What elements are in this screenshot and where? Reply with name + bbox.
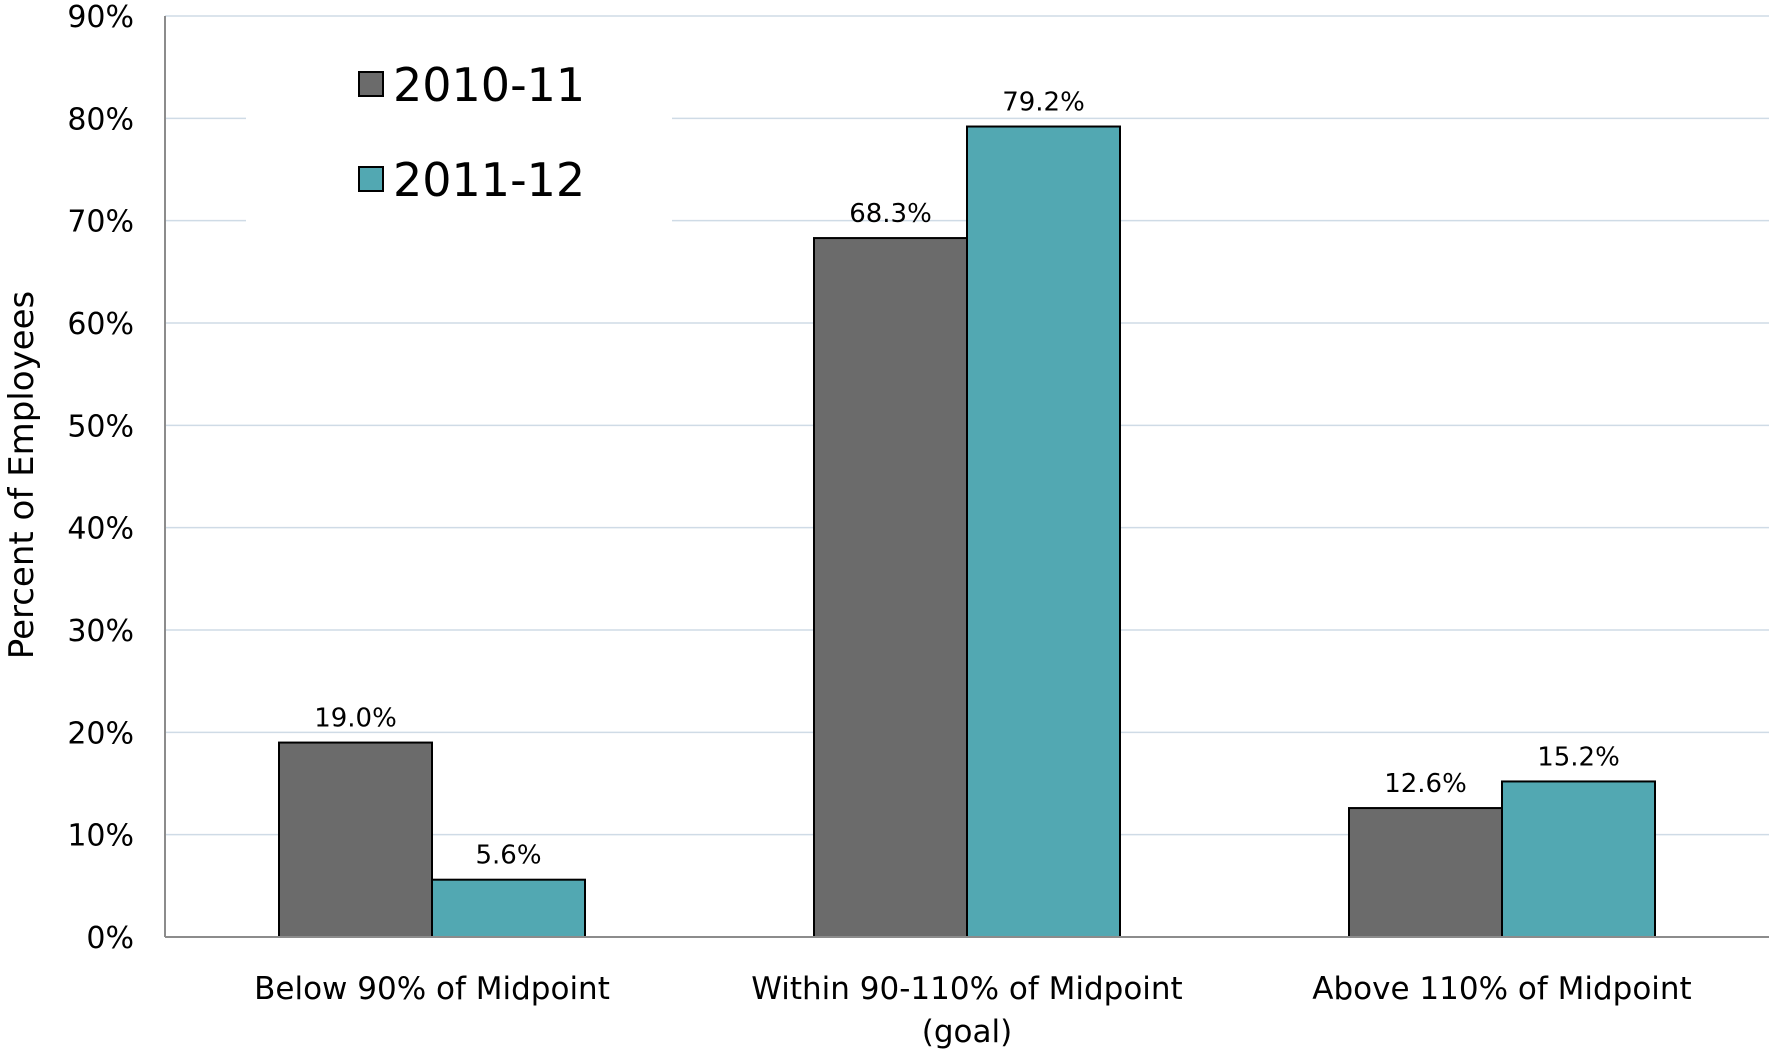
y-tick-label: 10% bbox=[67, 819, 134, 854]
legend-box bbox=[246, 40, 672, 230]
bar bbox=[1348, 807, 1503, 938]
legend-background bbox=[246, 40, 672, 230]
y-tick-labels: 0% 10% 20% 30% 40% 50% 60% 70% 80% 90% bbox=[67, 0, 134, 956]
data-label: 5.6% bbox=[475, 841, 541, 871]
y-tick-label: 90% bbox=[67, 0, 134, 35]
legend-swatch bbox=[358, 71, 384, 97]
y-tick-label: 30% bbox=[67, 614, 134, 649]
x-category-label: Below 90% of Midpoint bbox=[254, 971, 610, 1007]
y-tick-label: 60% bbox=[67, 307, 134, 342]
legend: 2010-11 2011-12 bbox=[358, 58, 585, 207]
x-category-labels: Below 90% of Midpoint Within 90-110% of M… bbox=[254, 971, 1692, 1050]
y-tick-label: 70% bbox=[67, 205, 134, 240]
x-category-label: Within 90-110% of Midpoint bbox=[751, 971, 1182, 1007]
legend-swatch bbox=[358, 166, 384, 192]
x-category-label: (goal) bbox=[922, 1014, 1012, 1049]
y-axis-label: Percent of Employees bbox=[2, 291, 42, 659]
bar bbox=[278, 741, 433, 938]
data-label: 12.6% bbox=[1384, 769, 1467, 799]
y-tick-label: 80% bbox=[67, 102, 134, 137]
bar bbox=[813, 237, 968, 938]
axes bbox=[164, 16, 1769, 938]
bar bbox=[966, 125, 1121, 938]
data-label: 68.3% bbox=[849, 199, 932, 229]
bar bbox=[1501, 780, 1656, 938]
y-tick-label: 20% bbox=[67, 716, 134, 751]
bar bbox=[431, 878, 586, 939]
legend-entry-label: 2011-12 bbox=[393, 153, 585, 207]
data-label: 79.2% bbox=[1002, 88, 1085, 118]
y-tick-label: 0% bbox=[86, 921, 134, 956]
data-label: 15.2% bbox=[1537, 742, 1620, 772]
data-labels: 19.0% 68.3% 12.6% 5.6% 79.2% 15.2% bbox=[314, 88, 1620, 871]
bars bbox=[278, 125, 1656, 939]
legend-entry-label: 2010-11 bbox=[393, 58, 585, 112]
x-category-label: Above 110% of Midpoint bbox=[1312, 971, 1691, 1007]
y-tick-label: 50% bbox=[67, 409, 134, 444]
data-label: 19.0% bbox=[314, 704, 397, 734]
y-tick-label: 40% bbox=[67, 512, 134, 547]
